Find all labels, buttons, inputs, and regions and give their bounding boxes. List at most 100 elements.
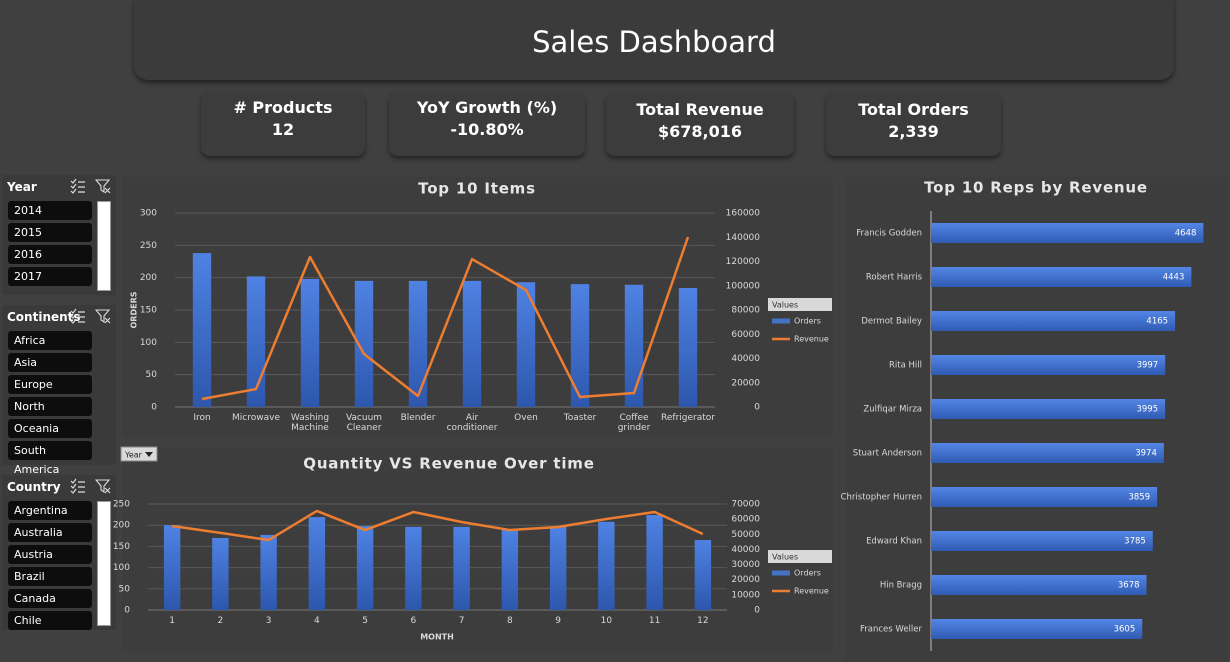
slicer-item[interactable]: 2016 (8, 245, 92, 264)
filter-button[interactable] (120, 446, 158, 462)
x-tick-label: 4 (314, 616, 320, 626)
legend-swatch (772, 318, 790, 324)
y2-tick-label: 30000 (731, 560, 760, 570)
y-tick-label: 150 (113, 542, 130, 552)
slicer-item[interactable]: Austria (8, 545, 92, 564)
clear-filter-icon[interactable] (95, 308, 111, 324)
x-tick-label-box: Refrigerator (661, 413, 715, 423)
y-tick-label: Hin Bragg (880, 581, 922, 591)
kpi-card: YoY Growth (%) -10.80% (389, 92, 585, 156)
x-tick-label: 2 (217, 616, 224, 626)
bar (354, 280, 374, 407)
data-label: 3678 (1118, 581, 1140, 591)
bar (549, 526, 567, 610)
x-tick-label: Microwave (232, 413, 280, 423)
slicer-item[interactable]: Chile (8, 611, 92, 630)
x-tick-label-box: 5 (362, 616, 368, 626)
bar (646, 515, 663, 610)
y2-tick-label: 140000 (726, 233, 761, 243)
slicer-item[interactable]: Brazil (8, 567, 92, 586)
slicer-item[interactable]: Argentina (8, 501, 92, 520)
slicer-item[interactable]: Australia (8, 523, 92, 542)
bar (405, 526, 422, 610)
x-tick-label-box: Washing Machine (291, 413, 329, 433)
pivot-filter-button[interactable]: Year (120, 446, 158, 462)
x-tick-label: Toaster (563, 413, 597, 423)
x-tick-label-box: Blender (400, 413, 436, 423)
slicer-item[interactable]: Europe (8, 375, 92, 394)
clear-filter-icon[interactable] (95, 178, 111, 194)
y-tick-label: Christopher Hurren (841, 493, 922, 503)
slicer-item[interactable]: 2014 (8, 201, 92, 220)
bar (694, 540, 712, 610)
y-tick-label: Francis Godden (856, 229, 922, 239)
x-tick-label: Blender (400, 413, 436, 423)
y2-tick-label: 0 (754, 606, 760, 616)
bar (570, 284, 590, 407)
bar (462, 280, 482, 407)
multi-select-icon[interactable] (70, 478, 86, 494)
dropdown-arrow (145, 452, 153, 457)
dashboard-title: Sales Dashboard (532, 25, 776, 59)
slicer-item[interactable]: Asia (8, 353, 92, 372)
y-tick-label: 50 (119, 584, 131, 594)
y2-tick-label: 100000 (726, 281, 761, 291)
bar (678, 288, 698, 407)
bar (246, 276, 266, 407)
clear-filter-icon[interactable] (95, 478, 111, 494)
y-tick-label: 100 (113, 563, 130, 573)
bar (308, 517, 326, 610)
data-label: 3785 (1124, 537, 1146, 547)
x-tick-label: Oven (514, 413, 538, 423)
x-tick-label-box: 7 (459, 616, 465, 626)
legend-header (768, 298, 832, 311)
data-label: 3997 (1137, 361, 1159, 371)
chart-title: Quantity VS Revenue Over time (303, 455, 594, 473)
bar (931, 311, 1176, 331)
y-tick-label: Dermot Bailey (861, 317, 922, 327)
bar (260, 534, 277, 610)
y-tick-label: 300 (140, 209, 157, 219)
y-tick-label: Robert Harris (866, 273, 923, 283)
bar (356, 526, 374, 610)
kpi-card: # Products 12 (201, 92, 365, 156)
slicer-item[interactable]: Canada (8, 589, 92, 608)
slicer-item[interactable]: Oceania (8, 419, 92, 438)
multi-select-icon[interactable] (70, 178, 86, 194)
x-tick-label-box: Vacuum Cleaner (346, 413, 382, 433)
y2-tick-label: 40000 (731, 354, 760, 364)
x-tick-label-box: Oven (514, 413, 538, 423)
bar (516, 282, 536, 407)
x-tick-label: 10 (600, 616, 613, 626)
slicer: Year 2014 2015 2016 2017 (2, 175, 116, 295)
slicer-item[interactable]: Africa (8, 331, 92, 350)
bar (300, 278, 320, 407)
y2-tick-label: 80000 (731, 306, 760, 316)
y-tick-label: 100 (140, 338, 157, 348)
x-tick-label-box: Iron (193, 413, 210, 423)
kpi-card: Total Orders 2,339 (826, 92, 1001, 156)
x-tick-label-box: Microwave (232, 413, 280, 423)
x-tick-label-box: 9 (555, 616, 561, 626)
x-tick-label-box: Coffee grinder (618, 413, 651, 433)
bar (453, 526, 470, 610)
y2-tick-label: 70000 (731, 500, 760, 510)
y-tick-label: 200 (113, 521, 130, 531)
kpi-label: Total Revenue (636, 100, 764, 119)
bar (931, 487, 1158, 507)
kpi-card: Total Revenue $678,016 (606, 92, 794, 156)
bar (931, 355, 1166, 375)
bar (408, 280, 428, 407)
slicer-item[interactable]: 2017 (8, 267, 92, 286)
x-tick-label: 12 (697, 616, 709, 626)
multi-select-icon[interactable] (70, 308, 86, 324)
filter-label[interactable]: Year (124, 451, 143, 460)
y2-tick-label: 20000 (731, 378, 760, 388)
y-tick-label: Stuart Anderson (853, 449, 922, 459)
slicer-item[interactable]: South America (8, 441, 92, 476)
y-tick-label: 150 (140, 306, 157, 316)
slicer-item[interactable]: 2015 (8, 223, 92, 242)
kpi-label: # Products (233, 98, 333, 117)
